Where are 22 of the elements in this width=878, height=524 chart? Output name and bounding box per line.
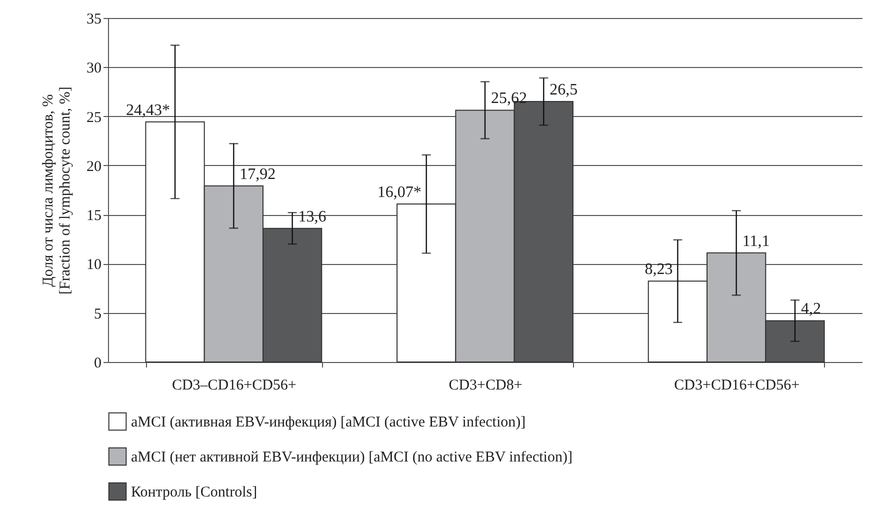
y-tick-label: 25 — [86, 110, 102, 126]
data-label: 24,43* — [126, 102, 170, 119]
y-tick-label: 5 — [94, 306, 102, 322]
data-label: 26,5 — [550, 82, 578, 99]
data-label: 11,1 — [742, 232, 770, 250]
legend-label: Контроль [Controls] — [131, 484, 258, 500]
legend-label: aMCI (нет активной EBV-инфекции) [aMCI (no active EBV infection)] — [131, 450, 572, 466]
x-tick-label: CD3–CD16+CD56+ — [172, 378, 296, 394]
y-axis-title: Доля от числа лимфоцитов, % [Fraction of lymphocyte count, %] — [40, 86, 74, 294]
legend-label: aMCI (активная EBV-инфекция) [aMCI (active EBV infection)] — [131, 414, 526, 430]
data-label: 8,23 — [644, 261, 673, 278]
y-tick-label: 0 — [94, 356, 102, 372]
y-tick-label: 30 — [86, 60, 102, 77]
y-tick-label: 35 — [86, 12, 102, 28]
data-label: 25,62 — [491, 90, 527, 108]
x-tick-label: CD3+CD8+ — [448, 378, 522, 394]
data-label: 16,07* — [377, 184, 422, 202]
y-tick-label: 15 — [86, 208, 102, 224]
y-tick-label: 20 — [86, 158, 102, 175]
x-tick-label: CD3+CD16+CD56+ — [674, 378, 800, 394]
y-tick-label: 10 — [86, 257, 102, 274]
data-label: 17,92 — [240, 166, 276, 183]
